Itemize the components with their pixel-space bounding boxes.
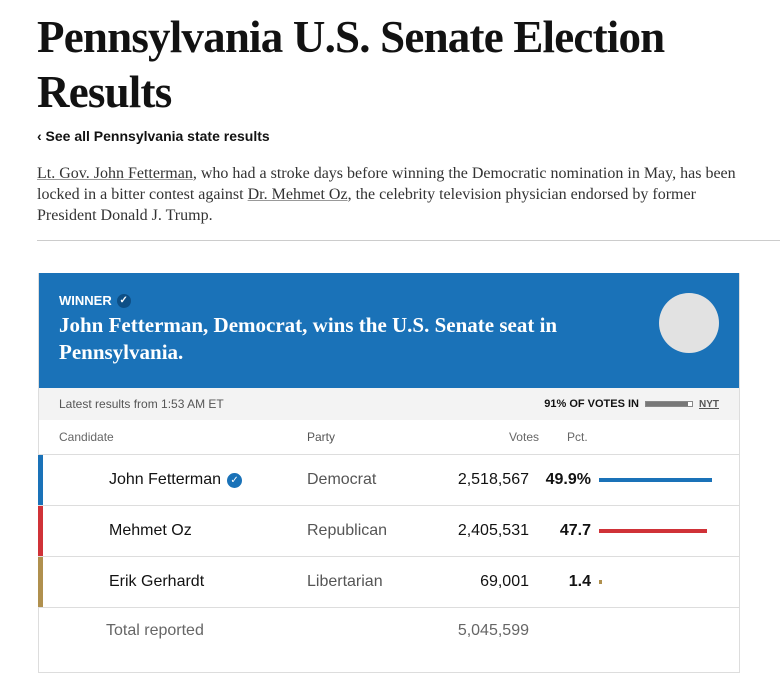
table-row: Erik Gerhardt Libertarian 69,001 1.4 (38, 557, 739, 608)
pct-bar (599, 580, 603, 584)
col-candidate: Candidate (59, 430, 114, 444)
oz-link[interactable]: Dr. Mehmet Oz (247, 186, 348, 203)
pct: 47.7 (559, 522, 591, 539)
winner-check-icon: ✓ (227, 472, 243, 488)
table-row: Mehmet Oz Republican 2,405,531 47.7 (38, 506, 739, 557)
winner-label: WINNER (59, 293, 112, 308)
total-votes: 5,045,599 (457, 622, 529, 639)
votes: 69,001 (480, 573, 529, 590)
table-row: John Fetterman ✓ Democrat 2,518,567 49.9% (38, 455, 739, 506)
pct-bar (599, 529, 708, 533)
see-all-state-results-link[interactable]: ‹ See all Pennsylvania state results (37, 128, 270, 144)
candidate-photo (659, 293, 719, 353)
source-link[interactable]: NYT (699, 398, 719, 410)
votes-in-progress (645, 401, 693, 407)
party-color-stripe (38, 557, 43, 607)
party: Republican (307, 522, 388, 539)
divider (37, 240, 780, 241)
party-color-stripe (38, 455, 43, 505)
col-pct: Pct. (567, 430, 588, 444)
col-votes: Votes (508, 430, 539, 444)
votes: 2,518,567 (457, 471, 529, 488)
pct: 1.4 (568, 573, 591, 590)
results-meta: Latest results from 1:53 AM ET 91% OF VO… (39, 388, 739, 420)
results-card: WINNER ✓ John Fetterman, Democrat, wins t… (38, 273, 740, 673)
candidate-name: Mehmet Oz (109, 522, 192, 539)
total-label: Total reported (106, 622, 204, 639)
total-row: Total reported 5,045,599 (39, 608, 739, 654)
fetterman-link[interactable]: Lt. Gov. John Fetterman (37, 165, 193, 182)
party-color-stripe (38, 506, 43, 556)
pct-bar (599, 478, 713, 482)
intro-paragraph: Lt. Gov. John Fetterman, who had a strok… (37, 165, 736, 224)
party: Libertarian (307, 573, 383, 590)
pct: 49.9% (545, 471, 591, 488)
page-title: Pennsylvania U.S. Senate Election Result… (37, 12, 665, 117)
check-icon: ✓ (116, 293, 131, 308)
votes-in-label: 91% OF VOTES IN (544, 398, 639, 410)
candidate-name: Erik Gerhardt (109, 573, 205, 590)
winner-banner: WINNER ✓ John Fetterman, Democrat, wins t… (39, 273, 739, 388)
table-header: Candidate Party Votes Pct. (39, 420, 739, 455)
latest-results-time: Latest results from 1:53 AM ET (59, 397, 224, 411)
winner-headline: John Fetterman, Democrat, wins the U.S. … (59, 313, 558, 364)
votes: 2,405,531 (457, 522, 529, 539)
party: Democrat (307, 471, 377, 488)
candidate-name: John Fetterman (109, 471, 222, 488)
col-party: Party (307, 430, 336, 444)
